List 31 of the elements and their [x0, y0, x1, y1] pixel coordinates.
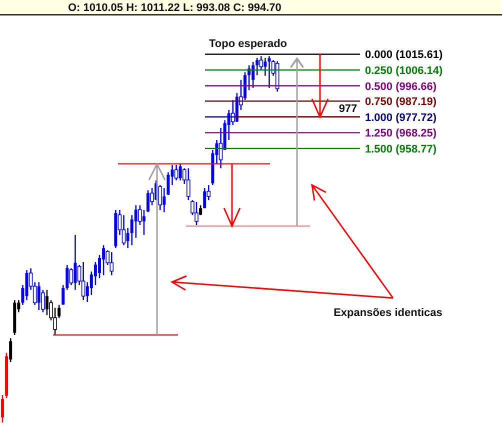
candlestick [203, 187, 206, 209]
text: 1.500 (958.77) [365, 143, 437, 156]
candlestick [102, 244, 106, 276]
candlestick [142, 209, 146, 236]
text: 0.750 (987.19) [365, 96, 437, 108]
candlestick [146, 190, 150, 213]
candlestick [9, 338, 12, 363]
text: 1.250 (968.25) [365, 128, 437, 140]
candlestick [256, 57, 259, 76]
candlestick [110, 251, 114, 276]
candlestick [81, 261, 86, 301]
candlestick [252, 61, 255, 89]
candlestick [94, 261, 97, 286]
candlestick [194, 201, 198, 226]
candlestick [186, 168, 190, 201]
candlestick [74, 234, 77, 291]
text: 977 [338, 103, 358, 115]
candlestick [25, 269, 28, 301]
candlestick [1, 394, 4, 424]
candlestick [174, 164, 178, 181]
text: 0.500 (996.66) [365, 80, 437, 93]
text: Topo esperado [208, 38, 288, 50]
text: Expansões identicas [334, 307, 442, 319]
candlestick [268, 55, 271, 89]
text: 1.000 (977.72) [365, 112, 437, 124]
candlestick [158, 184, 162, 211]
text: 0.000 (1015.61) [365, 49, 444, 62]
text: 0.250 (1006.14) [365, 65, 444, 78]
candlestick [264, 57, 267, 77]
text: O: 1010.05 H: 1011.22 L: 993.08 C: 994.70 [68, 2, 282, 14]
candlestick [122, 214, 126, 246]
